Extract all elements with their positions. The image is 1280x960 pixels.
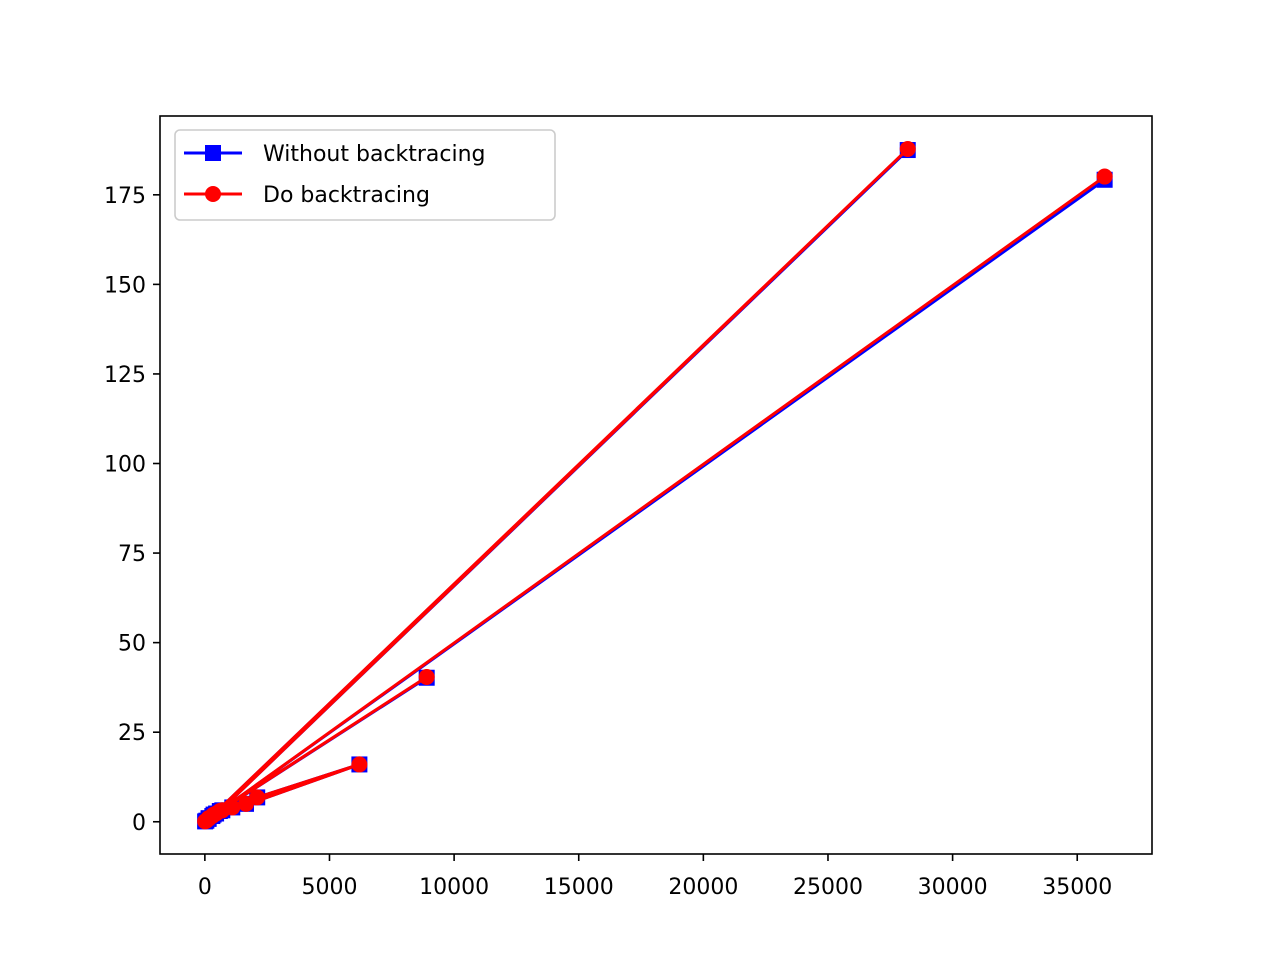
y-axis: 0 25 50 75 100 125 150 175 [104, 184, 160, 836]
x-tick-label: 0 [198, 875, 212, 900]
y-tick-label: 50 [118, 632, 146, 657]
legend-marker [205, 145, 221, 161]
legend-marker [205, 186, 221, 202]
x-tick-label: 15000 [544, 875, 614, 900]
data-point [351, 756, 368, 773]
data-point [899, 140, 916, 157]
x-tick-label: 5000 [301, 875, 357, 900]
x-tick-label: 30000 [918, 875, 988, 900]
y-tick-label: 0 [132, 811, 146, 836]
data-point [211, 803, 228, 820]
y-tick-label: 125 [104, 363, 146, 388]
plot-area [160, 116, 1152, 854]
y-tick-label: 100 [104, 453, 146, 478]
legend: Without backtracing Do backtracing [174, 129, 556, 221]
axes-frame [159, 115, 1153, 855]
data-point [1096, 168, 1113, 185]
series-1 [197, 140, 1113, 830]
y-tick-label: 175 [104, 184, 146, 209]
legend-item: Without backtracing [184, 142, 486, 167]
x-tick-label: 25000 [793, 875, 863, 900]
series-layer [197, 140, 1113, 830]
data-point [249, 789, 266, 806]
x-tick-label: 10000 [419, 875, 489, 900]
data-point [224, 799, 241, 816]
legend-box [174, 129, 556, 221]
y-tick-label: 75 [118, 542, 146, 567]
legend-label: Do backtracing [263, 183, 430, 208]
y-tick-label: 25 [118, 721, 146, 746]
data-point [418, 669, 435, 686]
x-tick-label: 35000 [1042, 875, 1112, 900]
x-tick-label: 20000 [668, 875, 738, 900]
legend-label: Without backtracing [263, 142, 486, 167]
y-tick-label: 150 [104, 273, 146, 298]
legend-item: Do backtracing [184, 183, 430, 208]
x-axis: 0 5000 10000 15000 20000 25000 30000 35000 [198, 854, 1112, 900]
